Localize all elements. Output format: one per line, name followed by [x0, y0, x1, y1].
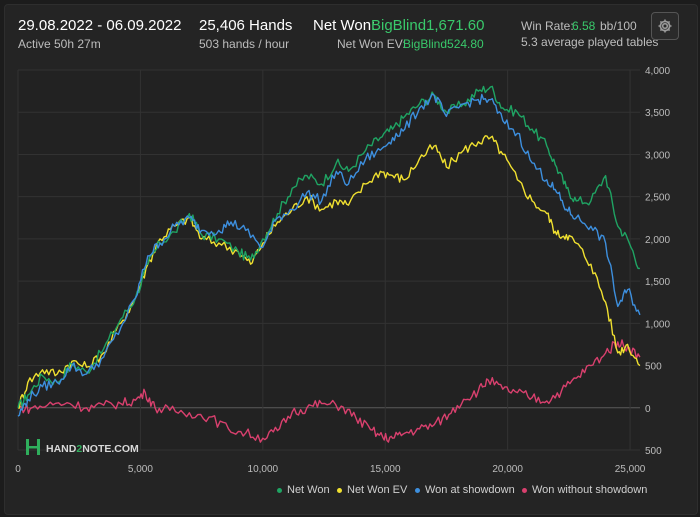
y-tick-label: 3,000	[645, 150, 670, 161]
legend-item-won-without-showdown[interactable]: Won without showdown	[522, 484, 647, 496]
series-lines	[17, 85, 641, 443]
legend-swatch	[415, 487, 420, 493]
legend-swatch	[277, 487, 282, 493]
win-rate-value: 6.58	[572, 19, 596, 33]
date-range: 29.08.2022 - 06.09.2022	[18, 17, 182, 34]
x-tick-label: 10,000	[248, 464, 279, 475]
y-tick-label: 2,500	[645, 193, 670, 204]
y-tick-label: 500	[645, 362, 662, 373]
legend-swatch	[522, 487, 527, 493]
net-won-label: Net Won:	[313, 17, 376, 34]
axis-ticks: 4,000 3,500 3,000 2,500 2,000 1,500 1,000 500 0 5…	[15, 66, 670, 475]
series-line-won-at-showdown	[17, 93, 641, 417]
win-rate-label: Win Rate:	[521, 19, 574, 33]
watermark: HAND2NOTE.COM	[26, 439, 139, 455]
series-line-won-without-showdown	[17, 339, 641, 443]
summary-header: 29.08.2022 - 06.09.2022 Active 50h 27m 2…	[0, 0, 700, 60]
settings-button[interactable]	[651, 12, 679, 40]
net-won-ev-value: BigBlind524.80	[403, 37, 484, 51]
y-tick-label: 1,000	[645, 319, 670, 330]
y-tick-label: 500	[645, 446, 662, 457]
win-rate-unit: bb/100	[600, 19, 637, 33]
y-tick-label: 0	[645, 404, 651, 415]
grid-lines	[17, 69, 640, 451]
legend-item-net-won[interactable]: Net Won	[277, 484, 330, 496]
legend-item-won-at-showdown[interactable]: Won at showdown	[415, 484, 515, 496]
x-tick-label: 15,000	[370, 464, 401, 475]
y-tick-label: 1,500	[645, 277, 670, 288]
logo-bar-cross	[26, 446, 40, 449]
average-tables: 5.3 average played tables	[521, 35, 659, 49]
hands-count: 25,406 Hands	[199, 17, 293, 34]
x-tick-label: 20,000	[492, 464, 523, 475]
active-time: Active 50h 27m	[18, 37, 101, 51]
x-tick-label: 25,000	[615, 464, 646, 475]
x-tick-label: 0	[15, 464, 21, 475]
legend-item-net-won-ev[interactable]: Net Won EV	[337, 484, 407, 496]
y-tick-label: 3,500	[645, 108, 670, 119]
y-tick-label: 4,000	[645, 66, 670, 77]
hands-per-hour: 503 hands / hour	[199, 37, 290, 51]
watermark-text: HAND2NOTE.COM	[46, 443, 139, 455]
net-won-value: BigBlind1,671.60	[371, 17, 485, 34]
y-tick-label: 2,000	[645, 235, 670, 246]
net-won-ev-label: Net Won EV:	[337, 37, 406, 51]
plot-area	[18, 70, 640, 450]
gear-icon	[658, 19, 672, 33]
x-tick-label: 5,000	[128, 464, 153, 475]
legend-swatch	[337, 487, 342, 493]
